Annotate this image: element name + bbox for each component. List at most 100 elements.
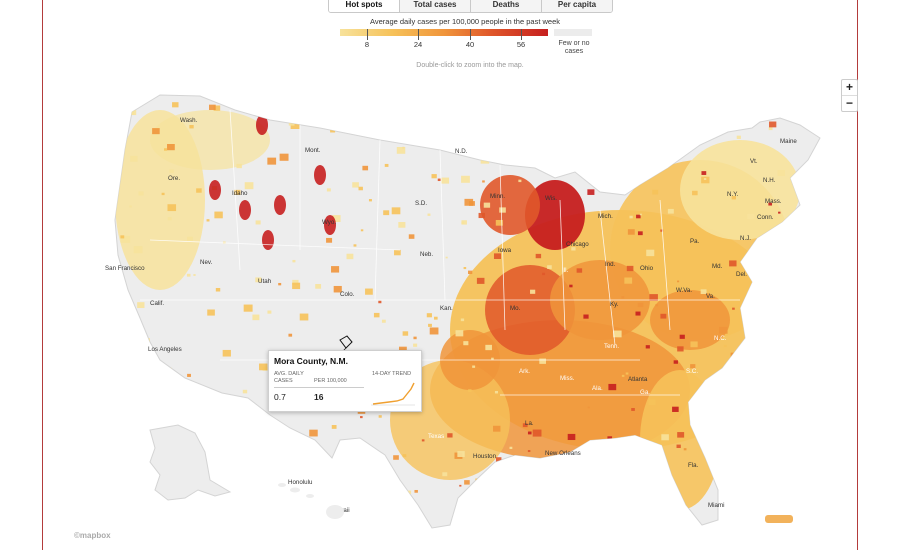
county-cell — [626, 265, 634, 272]
county-cell — [625, 372, 629, 375]
county-cell — [279, 506, 286, 512]
county-cell — [559, 457, 567, 463]
county-cell — [773, 101, 781, 107]
city-label: San Francisco — [105, 265, 145, 272]
county-cell — [585, 169, 591, 174]
county-cell — [765, 424, 774, 431]
state-label: Pa. — [690, 238, 700, 245]
county-cell — [635, 520, 640, 524]
county-cell — [331, 215, 341, 222]
county-cell — [583, 314, 589, 319]
county-cell — [667, 208, 674, 214]
county-cell — [732, 307, 735, 310]
county-cell — [629, 144, 633, 147]
zoom-out-button[interactable]: − — [842, 95, 857, 111]
state-label: Ore. — [168, 175, 180, 182]
legend-title: Average daily cases per 100,000 people i… — [370, 17, 560, 26]
state-borders — [140, 109, 740, 396]
county-cell — [573, 145, 578, 149]
county-cell — [394, 249, 401, 256]
state-label: Ala. — [592, 385, 603, 392]
mapbox-attribution[interactable]: ©mapbox — [74, 531, 111, 540]
county-cell — [254, 405, 257, 408]
county-cell — [692, 190, 698, 196]
tab-total-cases[interactable]: Total cases — [399, 0, 470, 12]
county-cell — [621, 296, 625, 299]
county-cell — [631, 408, 635, 411]
state-label: Kan. — [440, 305, 453, 312]
county-cell — [408, 234, 415, 239]
county-cell — [652, 189, 659, 195]
county-cell — [460, 318, 465, 322]
tooltip-title: Mora County, N.M. — [274, 356, 348, 366]
county-cell — [243, 304, 253, 312]
page-edge-right — [857, 0, 858, 550]
county-cell — [783, 440, 789, 445]
state-label: Miss. — [560, 375, 575, 382]
county-cell — [442, 472, 448, 477]
state-label: Ark. — [519, 368, 530, 375]
county-cell — [463, 140, 470, 145]
zoom-in-button[interactable]: + — [845, 80, 853, 94]
county-cell — [267, 310, 272, 314]
county-cell — [493, 425, 501, 432]
heat-blob — [239, 200, 251, 220]
county-cell — [796, 480, 804, 487]
county-cell — [755, 330, 763, 336]
tab-deaths[interactable]: Deaths — [470, 0, 541, 12]
county-cell — [637, 231, 643, 236]
puerto-rico — [765, 515, 793, 523]
county-cell — [669, 153, 677, 160]
county-cell — [535, 253, 542, 259]
county-cell — [413, 336, 417, 340]
county-cell — [461, 175, 470, 183]
zoom-hint: Double-click to zoom into the map. — [416, 62, 524, 69]
county-cell — [499, 207, 506, 213]
county-heat-layer — [115, 101, 820, 528]
county-cell — [278, 282, 282, 286]
county-cell — [639, 213, 642, 216]
county-cell — [629, 215, 633, 219]
county-cell — [791, 400, 794, 403]
county-cell — [704, 421, 707, 424]
county-cell — [735, 383, 740, 388]
state-label: Idaho — [232, 190, 248, 197]
county-cell — [227, 432, 231, 435]
heat-blob — [640, 370, 720, 510]
heat-blob — [150, 110, 270, 170]
county-cell — [690, 364, 696, 369]
state-label: La. — [525, 420, 534, 427]
county-cell — [791, 475, 795, 478]
county-cell — [728, 468, 737, 476]
tooltip-trend-label: 14-DAY TREND — [372, 371, 412, 377]
county-cell — [532, 429, 542, 437]
county-cell — [365, 288, 373, 295]
county-cell — [809, 291, 815, 296]
state-label: Neb. — [420, 251, 433, 258]
county-cell — [542, 272, 546, 276]
county-cell — [211, 397, 218, 402]
county-cell — [660, 229, 664, 232]
county-cell — [569, 284, 573, 288]
tooltip-divider — [274, 387, 364, 388]
state-label: Wash. — [180, 117, 198, 124]
county-cell — [747, 213, 755, 220]
county-cell — [326, 237, 333, 243]
legend-no-cases-label: Few or no cases — [552, 40, 596, 56]
county-cell — [358, 186, 363, 191]
county-cell — [603, 157, 612, 164]
tab-per-capita[interactable]: Per capita — [541, 0, 612, 12]
state-label: Conn. — [757, 214, 774, 221]
county-cell — [608, 141, 615, 146]
state-label: Fla. — [688, 462, 699, 469]
county-cell — [648, 110, 653, 115]
county-cell — [267, 157, 277, 165]
city-label: Honolulu — [288, 479, 313, 486]
state-label: S.C. — [686, 368, 698, 375]
county-cell — [477, 133, 486, 141]
zoom-controls: + − — [841, 79, 858, 112]
county-cell — [607, 436, 613, 441]
county-cell — [637, 302, 644, 308]
tab-hot-spots[interactable]: Hot spots — [329, 0, 399, 12]
